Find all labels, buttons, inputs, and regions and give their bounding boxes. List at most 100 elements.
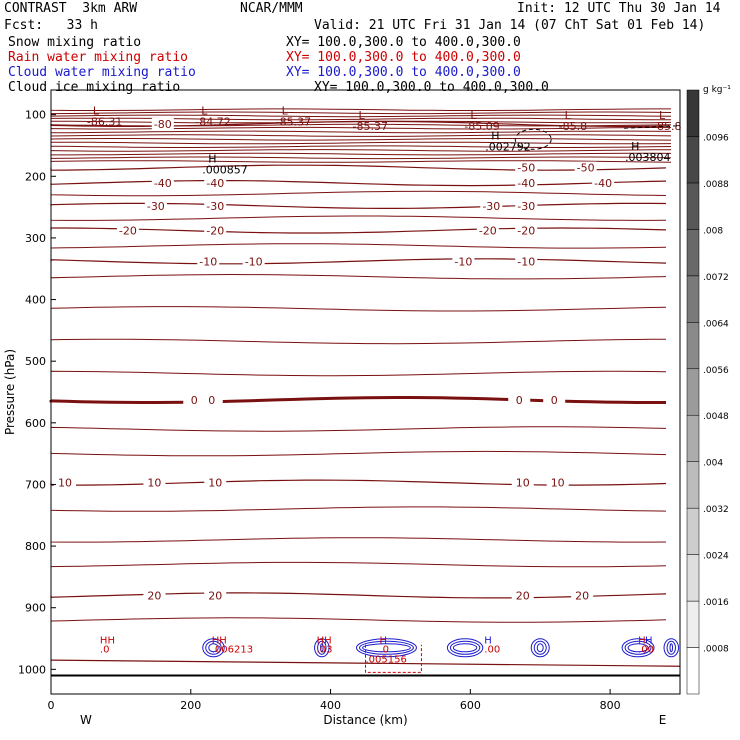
- contour-label-bg: [116, 224, 139, 237]
- contour-label: -30: [482, 200, 500, 213]
- contour-label-bg: [543, 394, 566, 407]
- extremum-value: .005156: [366, 655, 407, 666]
- high-marker: H: [491, 129, 499, 142]
- colorbar-swatch: [686, 368, 700, 416]
- contour-line: [50, 114, 672, 118]
- colorbar-tick-label: .0032: [703, 505, 729, 515]
- contour-label-bg: [204, 177, 227, 190]
- contour-label-bg: [151, 117, 174, 130]
- contour-label: 10: [147, 477, 161, 490]
- extremum-value: .003804: [625, 151, 671, 164]
- contour-line: [50, 108, 671, 111]
- isotherm--20: [50, 227, 667, 234]
- colorbar-tick-label: .0016: [703, 598, 729, 608]
- colorbar-swatch: [686, 229, 700, 277]
- organization-title: NCAR/MMM: [240, 1, 303, 16]
- contour-line: [50, 215, 667, 221]
- contour-label: 10: [551, 477, 565, 490]
- isotherm--50: [50, 164, 667, 171]
- contour-label: -10: [454, 255, 472, 268]
- contour-line: [50, 450, 667, 457]
- field-label-rain: Rain water mixing ratio: [8, 50, 189, 65]
- high-marker: H: [484, 635, 492, 646]
- cloud-water-contour: [663, 638, 680, 658]
- contour-label: -40: [154, 177, 172, 190]
- extremum-value: -85.09: [464, 120, 499, 133]
- contour-label-bg: [204, 589, 227, 602]
- cloud-water-contour: [205, 640, 222, 655]
- high-marker: HH: [100, 635, 115, 646]
- colorbar-tick-label: .0024: [703, 552, 729, 562]
- contour-label-bg: [511, 476, 534, 489]
- temperature-contours: [49, 108, 681, 677]
- contour-line: [50, 149, 672, 152]
- cloud-ice-contour: [624, 125, 681, 129]
- contour-label: -30: [517, 200, 535, 213]
- x-tick-label: 200: [180, 699, 201, 712]
- field-xy-cloud-ice: XY= 100.0,300.0 to 400.0,300.0: [314, 80, 549, 95]
- colorbar-swatch: [686, 136, 700, 184]
- contour-label: 10: [58, 477, 72, 490]
- colorbar-unit: g kg⁻¹: [703, 85, 731, 95]
- colorbar-tick-label: .008: [703, 226, 723, 236]
- contour-label: 20: [208, 589, 222, 602]
- low-marker: L: [93, 105, 100, 118]
- low-marker: L: [282, 105, 289, 118]
- low-marker: L: [201, 105, 208, 118]
- contour-line: [50, 537, 667, 543]
- contour-labels: -80 -50 -50 -40 -40 -40 -40 -30 -30 -30 -30 -20 -20 -…: [53, 117, 615, 602]
- contour-label: 0: [208, 394, 215, 407]
- extremum-value: .000857: [202, 164, 248, 177]
- y-tick-label: 400: [25, 294, 46, 307]
- y-axis-label: Pressure (hPa): [3, 349, 17, 435]
- contour-label: -10: [517, 255, 535, 268]
- contour-label: -40: [594, 177, 612, 190]
- contour-line: [50, 126, 672, 130]
- contour-label: 20: [147, 589, 161, 602]
- contour-label: -20: [479, 225, 497, 238]
- cloud-water-contour: [317, 640, 327, 655]
- extremum-value: .00: [638, 645, 654, 656]
- extremum-value: -86.31: [87, 116, 122, 129]
- model-title: CONTRAST 3km ARW: [4, 1, 138, 16]
- contour-label: 20: [575, 589, 589, 602]
- colorbar-tick-label: .0056: [703, 366, 729, 376]
- low-marker: L: [359, 109, 366, 122]
- field-label-cloud-water: Cloud water mixing ratio: [8, 65, 196, 80]
- colorbar-tick-label: .0064: [703, 319, 729, 329]
- contour-label-bg: [204, 476, 227, 489]
- contour-line: [50, 117, 672, 121]
- colorbar-tick-label: .0048: [703, 412, 729, 422]
- high-marker: H: [631, 140, 639, 153]
- contour-label: -30: [206, 200, 224, 213]
- y-tick-label: 700: [25, 478, 46, 491]
- y-tick-label: 100: [25, 109, 46, 122]
- low-marker: L: [470, 109, 477, 122]
- colorbar-tick-label: .0072: [703, 273, 729, 283]
- colorbar-tick-label: .0008: [703, 645, 729, 655]
- cloud-water-contour: [314, 638, 330, 658]
- contour-line: [50, 306, 667, 312]
- colorbar: .0008 .0016 .0024 .0032 .004 .0048 .0056 .0064.…: [686, 85, 731, 695]
- contour-line: [50, 160, 672, 163]
- colorbar-swatch: [686, 507, 700, 555]
- contour-label-bg: [515, 177, 538, 190]
- y-tick-label: 200: [25, 170, 46, 183]
- contour-label-bg: [515, 255, 538, 268]
- contour-label-bg: [574, 161, 597, 174]
- extremum-value: .006213: [212, 645, 253, 656]
- forecast-hour: Fcst: 33 h: [4, 18, 98, 33]
- contour-line: [50, 111, 672, 115]
- contour-label: 0: [191, 394, 198, 407]
- contour-line: [50, 145, 672, 148]
- contour-line: [50, 156, 672, 160]
- contour-label: -80: [154, 118, 172, 131]
- contour-label-bg: [204, 199, 227, 212]
- low-marker: L: [659, 109, 666, 122]
- plot-frame: [50, 89, 681, 695]
- isotherm--40: [50, 180, 667, 187]
- colorbar-tick-label: .0096: [703, 133, 729, 143]
